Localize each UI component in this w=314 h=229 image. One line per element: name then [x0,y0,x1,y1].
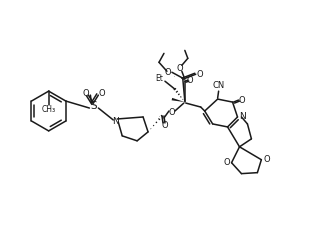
Text: O: O [165,68,171,77]
Text: S: S [90,101,97,111]
Text: O: O [169,107,175,117]
Text: O: O [223,158,230,167]
Text: N: N [239,112,246,122]
Text: O: O [98,89,105,98]
Text: O: O [187,76,193,85]
Text: O: O [238,95,245,105]
Text: O: O [162,121,168,131]
Text: O: O [263,155,270,164]
Text: CH₃: CH₃ [41,104,56,114]
Text: C: C [174,76,176,77]
Text: O: O [82,89,89,98]
Polygon shape [172,98,185,102]
Text: N: N [112,117,119,126]
Text: O: O [197,70,203,79]
Text: O: O [176,64,183,73]
Text: Et: Et [155,74,163,83]
Text: CN: CN [213,81,225,90]
